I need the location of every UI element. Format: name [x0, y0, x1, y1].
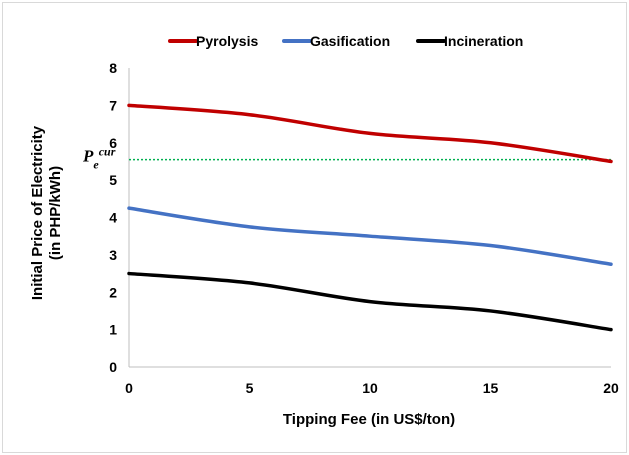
y-tick-label: 6	[109, 135, 117, 151]
y-tick-label: 4	[109, 210, 117, 226]
x-axis-title: Tipping Fee (in US$/ton)	[283, 411, 455, 428]
x-tick-label: 20	[603, 380, 619, 396]
y-axis-title-line1: Initial Price of Electricity	[29, 125, 46, 300]
y-tick-label: 1	[109, 322, 117, 338]
ref-label-sup: cur	[99, 145, 116, 159]
y-tick-labels: 0 1 2 3 4 5 6 7 8	[109, 60, 117, 375]
x-tick-label: 0	[125, 380, 133, 396]
y-tick-label: 8	[109, 60, 117, 76]
series-lines	[127, 103, 613, 332]
x-tick-label: 10	[362, 380, 378, 396]
y-tick-label: 5	[109, 172, 117, 188]
legend-label-gasification: Gasification	[310, 33, 390, 49]
y-tick-label: 2	[109, 284, 117, 300]
y-tick-label: 0	[109, 359, 117, 375]
y-axis-title-line2: (in PHP/kWh)	[47, 166, 64, 260]
series-line-pyrolysis	[127, 103, 613, 164]
x-tick-labels: 0 5 10 15 20	[125, 380, 619, 396]
x-tick-label: 15	[483, 380, 499, 396]
reference-line-label: Pecur	[82, 145, 116, 172]
legend: Pyrolysis Gasification Incineration	[168, 33, 523, 49]
ref-label-sub: e	[93, 158, 99, 172]
x-tick-label: 5	[246, 380, 254, 396]
series-line-gasification	[127, 206, 613, 266]
y-tick-label: 3	[109, 247, 117, 263]
series-line-incineration	[127, 271, 613, 332]
legend-label-pyrolysis: Pyrolysis	[196, 33, 258, 49]
y-tick-label: 7	[109, 97, 117, 113]
legend-label-incineration: Incineration	[444, 33, 523, 49]
